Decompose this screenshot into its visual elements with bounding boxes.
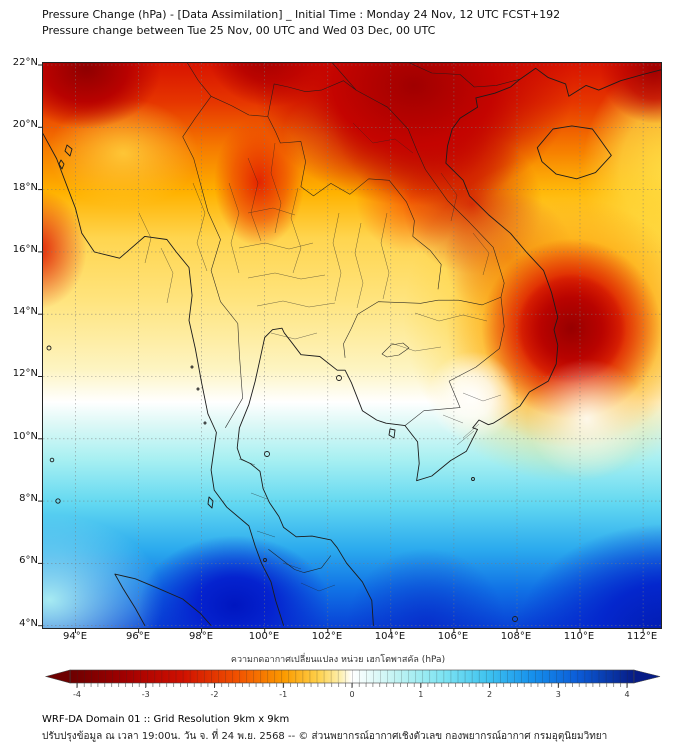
island-nicobar-1 — [49, 457, 55, 463]
x-axis-label-106e: 106°E — [437, 631, 469, 642]
cb-tick-0: 0 — [349, 690, 354, 699]
x-axis-label-110e: 110°E — [563, 631, 595, 642]
figure-title: Pressure Change (hPa) - [Data Assimilati… — [42, 7, 560, 39]
title-line-2: Pressure change between Tue 25 Nov, 00 U… — [42, 24, 436, 37]
y-axis-label-10n: 10°N — [12, 431, 38, 442]
tonle-sap-lake — [381, 342, 410, 358]
coastline-gulf-vietnam-china — [236, 67, 662, 626]
cb-tick-1: 1 — [418, 690, 423, 699]
colorbar: -4 -3 -2 -1 0 1 2 3 4 — [44, 669, 661, 699]
hainan-island — [536, 125, 612, 180]
coastline-paths — [42, 67, 662, 626]
title-line-1: Pressure Change (hPa) - [Data Assimilati… — [42, 8, 561, 21]
y-axis-label-18n: 18°N — [12, 182, 38, 193]
cb-tick-2: 2 — [487, 690, 492, 699]
x-axis-label-112e: 112°E — [626, 631, 658, 642]
x-axis-label-100e: 100°E — [248, 631, 280, 642]
x-axis-label-102e: 102°E — [311, 631, 343, 642]
island-natuna — [512, 616, 518, 622]
y-axis-label-4n: 4°N — [19, 618, 38, 629]
footer-update-info: ปรับปรุงข้อมูล ณ เวลา 19:00น. วัน จ. ที่… — [42, 731, 608, 742]
cb-tick-3: 3 — [556, 690, 561, 699]
map-overlay-svg — [38, 62, 662, 633]
small-islands — [58, 144, 396, 509]
colorbar-title: ความกดอากาศเปลี่ยนแปลง หน่วย เฮกโตพาสคัล… — [230, 655, 446, 665]
island-mergui-1 — [196, 387, 200, 391]
cb-tick-neg2: -2 — [211, 690, 219, 699]
gridlines — [43, 63, 661, 628]
island-mergui-2 — [203, 421, 207, 425]
map-plot-area — [38, 62, 662, 633]
x-axis-label-94e: 94°E — [62, 631, 88, 642]
x-axis-label-108e: 108°E — [500, 631, 532, 642]
colorbar-bar — [44, 669, 661, 687]
island-nicobar-2 — [55, 498, 61, 504]
island-penang — [263, 558, 267, 562]
footer-domain-info: WRF-DA Domain 01 :: Grid Resolution 9km … — [42, 714, 290, 725]
axis-ticks — [38, 64, 644, 633]
cb-tick-neg1: -1 — [279, 690, 287, 699]
x-axis-label-104e: 104°E — [374, 631, 406, 642]
colorbar-left-arrow — [44, 669, 71, 684]
island-conson — [471, 477, 475, 481]
cb-tick-4: 4 — [624, 690, 629, 699]
y-axis-label-20n: 20°N — [12, 119, 38, 130]
province-borders — [138, 122, 502, 592]
coastline-west-andaman — [42, 133, 285, 626]
y-axis-label-6n: 6°N — [19, 555, 38, 566]
island-andaman — [46, 345, 52, 351]
colorbar-major-ticks — [76, 683, 628, 688]
island-kohchang — [336, 375, 342, 381]
y-axis-label-8n: 8°N — [19, 493, 38, 504]
y-axis-label-12n: 12°N — [12, 368, 38, 379]
y-axis-label-16n: 16°N — [12, 244, 38, 255]
x-axis-label-96e: 96°E — [125, 631, 151, 642]
x-axis-label-98e: 98°E — [188, 631, 214, 642]
y-axis-label-22n: 22°N — [12, 57, 38, 68]
country-borders — [182, 62, 521, 573]
y-axis-label-14n: 14°N — [12, 306, 38, 317]
cb-tick-neg3: -3 — [142, 690, 150, 699]
colorbar-right-arrow — [633, 669, 661, 684]
island-mergui-3 — [190, 365, 194, 369]
island-samui — [264, 451, 270, 457]
cb-tick-neg4: -4 — [73, 690, 81, 699]
colorbar-tick-labels: -4 -3 -2 -1 0 1 2 3 4 — [73, 690, 630, 699]
sumatra-coast — [114, 573, 212, 626]
